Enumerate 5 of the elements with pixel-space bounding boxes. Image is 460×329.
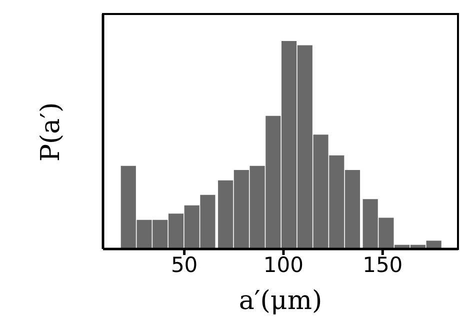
x-tick-label: 150 (362, 252, 403, 277)
y-axis-title: P(a′) (36, 102, 66, 162)
x-axis-title: a′(μm) (238, 286, 322, 316)
x-tick-label: 50 (170, 252, 198, 277)
x-tick-label: 100 (263, 252, 304, 277)
